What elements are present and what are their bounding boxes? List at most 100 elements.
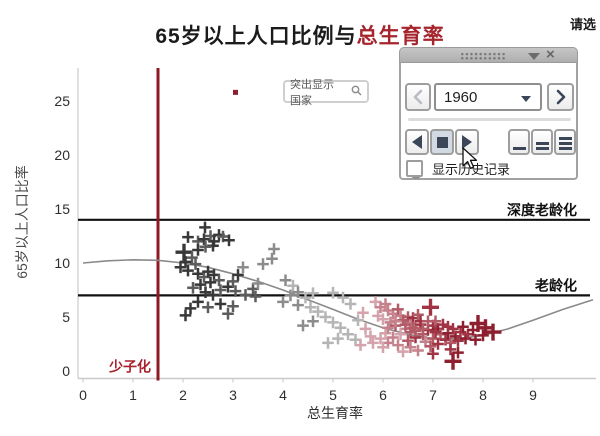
scatter-point[interactable] [357,306,369,319]
scatter-point[interactable] [379,298,392,310]
scatter-point[interactable] [374,332,387,345]
scatter-point[interactable] [412,309,424,321]
scatter-point[interactable] [199,221,211,234]
scatter-point[interactable] [427,347,439,360]
scatter-point[interactable] [432,338,444,350]
scatter-point[interactable] [189,258,202,270]
scatter-point[interactable] [268,243,280,255]
scatter-point[interactable] [394,328,407,341]
scatter-point[interactable] [327,316,339,329]
scatter-point[interactable] [204,276,217,289]
scatter-point[interactable] [404,341,417,353]
scatter-point[interactable] [454,326,467,338]
select-country-link[interactable]: 请选 [569,17,596,32]
scatter-point[interactable] [213,274,225,287]
scatter-point[interactable] [175,243,193,261]
scatter-point[interactable] [223,234,235,247]
scatter-point[interactable] [452,335,464,347]
scatter-point[interactable] [337,291,349,304]
scatter-point[interactable] [322,337,334,349]
scatter-point[interactable] [192,244,204,256]
scatter-point[interactable] [377,313,389,325]
scatter-point[interactable] [266,252,278,265]
next-year-button[interactable] [547,83,574,111]
close-x-icon[interactable]: × [546,46,555,63]
scatter-point[interactable] [217,230,229,243]
scatter-point[interactable] [319,311,332,323]
scatter-point[interactable] [198,233,210,245]
scatter-point[interactable] [442,320,454,333]
scatter-point[interactable] [202,265,214,278]
scatter-point[interactable] [184,302,197,315]
scatter-point[interactable] [304,301,317,314]
scatter-point[interactable] [207,289,219,301]
scatter-point[interactable] [377,341,389,353]
scatter-point[interactable] [257,258,269,270]
scatter-point[interactable] [186,251,198,264]
scatter-point[interactable] [307,287,319,299]
scatter-point[interactable] [412,344,424,357]
play-button[interactable] [455,129,479,155]
scatter-point[interactable] [227,300,239,312]
scatter-point[interactable] [397,345,409,358]
scatter-point[interactable] [469,333,482,346]
year-combobox[interactable]: 1960 [434,83,542,111]
collapse-triangle-icon[interactable] [528,53,540,60]
speed-slow-button[interactable] [508,129,530,155]
scatter-point[interactable] [484,323,502,341]
scatter-point[interactable] [444,343,457,356]
panel-titlebar[interactable]: × [399,46,578,63]
scatter-point[interactable] [354,339,367,351]
scatter-point[interactable] [232,269,244,281]
scatter-point[interactable] [192,268,204,280]
scatter-point[interactable] [237,261,249,274]
scatter-point[interactable] [214,298,227,310]
scatter-point[interactable] [359,323,372,335]
scatter-point[interactable] [417,323,429,335]
scatter-point[interactable] [202,301,214,314]
scatter-point[interactable] [199,241,212,253]
scatter-point[interactable] [424,340,437,352]
scatter-point[interactable] [409,325,422,337]
year-slider-track[interactable] [408,118,571,179]
scatter-point[interactable] [452,346,464,359]
scatter-point[interactable] [287,279,299,292]
scatter-point[interactable] [292,299,304,311]
scatter-point[interactable] [332,332,344,345]
scatter-point[interactable] [194,278,207,291]
scatter-point[interactable] [277,296,289,308]
scatter-point[interactable] [389,315,402,328]
scatter-point[interactable] [392,339,404,351]
speed-fast-button[interactable] [554,129,576,155]
scatter-point[interactable] [174,261,187,274]
scatter-point[interactable] [284,289,297,302]
scatter-point[interactable] [292,286,304,298]
scatter-point[interactable] [199,286,212,298]
scatter-point[interactable] [192,296,204,308]
scatter-point[interactable] [364,330,377,343]
scatter-point[interactable] [279,274,292,287]
step-back-button[interactable] [405,129,429,155]
scatter-point[interactable] [344,298,357,310]
scatter-point[interactable] [444,352,462,370]
outlier-dot[interactable] [233,89,238,95]
scatter-point[interactable] [392,303,404,316]
show-history-checkbox[interactable] [406,160,423,177]
prev-year-button[interactable] [405,83,431,111]
scatter-point[interactable] [422,298,439,316]
stop-button[interactable] [430,129,454,155]
scatter-point[interactable] [327,286,339,299]
scatter-point[interactable] [402,335,414,347]
scatter-point[interactable] [312,305,324,318]
scatter-point[interactable] [352,314,364,326]
scatter-point[interactable] [179,309,192,322]
scatter-point[interactable] [399,318,412,331]
scatter-point[interactable] [422,315,434,328]
scatter-point[interactable] [227,275,239,288]
scatter-point[interactable] [239,289,252,301]
scatter-point[interactable] [214,284,227,296]
scatter-point[interactable] [342,328,354,341]
highlight-country-search[interactable]: 突出显示 国家 [283,79,369,107]
scatter-point[interactable] [429,326,442,338]
scatter-point[interactable] [477,329,489,342]
